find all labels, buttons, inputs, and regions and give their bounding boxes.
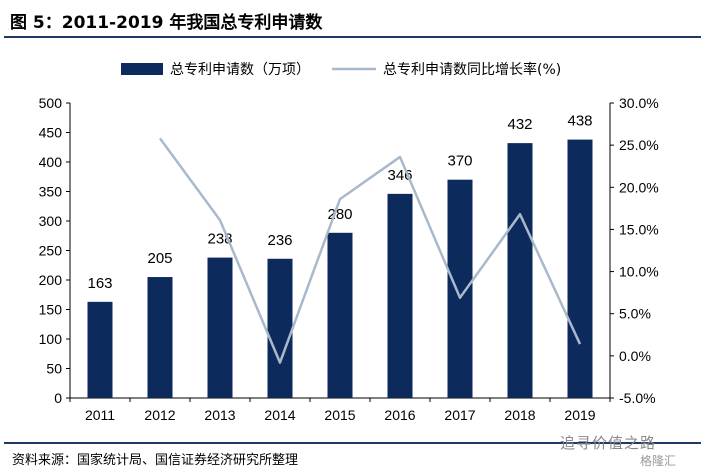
- x-tick-label: 2014: [264, 407, 295, 423]
- y-right-tick-label: -5.0%: [619, 390, 656, 406]
- y-left-tick-label: 150: [39, 302, 63, 318]
- bar: [567, 139, 593, 398]
- y-left-tick-label: 300: [39, 213, 63, 229]
- x-tick-label: 2017: [444, 407, 475, 423]
- y-right-tick-label: 5.0%: [619, 306, 651, 322]
- legend-bar-label: 总专利申请数（万项）: [170, 62, 310, 78]
- y-right-tick-label: 25.0%: [619, 137, 659, 153]
- combo-chart: 总专利申请数（万项） 总专利申请数同比增长率(%) 0 50 100 150 200 250 3…: [39, 61, 659, 423]
- watermark-sub-text: 格隆汇: [640, 454, 677, 468]
- x-tick-label: 2015: [324, 407, 355, 423]
- y-right-tick-label: 15.0%: [619, 221, 659, 237]
- bar: [387, 193, 413, 398]
- bar-data-label: 236: [267, 232, 292, 249]
- figure-title: 图 5：2011-2019 年我国总专利申请数: [10, 13, 323, 33]
- bottom-rule: [4, 442, 701, 444]
- growth-rate-line: [158, 137, 582, 364]
- y-left-tick-label: 450: [39, 125, 63, 141]
- bar-data-label: 432: [507, 116, 532, 133]
- y-left-tick-label: 50: [46, 361, 62, 377]
- watermark-text: 追寻价值之路: [560, 434, 657, 452]
- bar-data-label: 370: [447, 153, 472, 170]
- bar: [267, 258, 293, 398]
- bar-data-label: 205: [147, 250, 172, 267]
- x-tick-label: 2019: [564, 407, 595, 423]
- x-tick-label: 2018: [504, 407, 535, 423]
- legend-line-label: 总专利申请数同比增长率(%): [383, 61, 561, 78]
- y-left-tick-label: 500: [39, 95, 63, 111]
- y-left-tick-label: 250: [39, 243, 63, 259]
- bar-data-label: 163: [87, 275, 112, 292]
- y-left-tick-label: 0: [54, 390, 62, 406]
- bar: [327, 232, 353, 398]
- figure-header: 图 5：2011-2019 年我国总专利申请数: [0, 0, 705, 36]
- x-tick-label: 2016: [384, 407, 415, 423]
- bar: [147, 277, 173, 398]
- x-tick-label: 2012: [144, 407, 175, 423]
- source-note: 资料来源：国家统计局、国信证券经济研究所整理: [12, 453, 299, 468]
- y-left-tick-label: 350: [39, 184, 63, 200]
- top-rule: [4, 36, 701, 38]
- bar: [507, 143, 533, 398]
- y-left-tick-label: 100: [39, 331, 63, 347]
- bar: [87, 301, 113, 398]
- y-right-tick-label: 30.0%: [619, 95, 659, 111]
- bar-data-label: 438: [567, 113, 592, 130]
- bar: [207, 257, 233, 398]
- x-tick-label: 2013: [204, 407, 235, 423]
- y-right-tick-label: 10.0%: [619, 264, 659, 280]
- bar: [447, 179, 473, 398]
- y-left-tick-label: 400: [39, 154, 63, 170]
- y-right-tick-label: 20.0%: [619, 179, 659, 195]
- y-right-tick-label: 0.0%: [619, 348, 651, 364]
- x-tick-label: 2011: [85, 407, 115, 423]
- y-left-tick-label: 200: [39, 272, 63, 288]
- legend-bar-swatch: [121, 63, 163, 75]
